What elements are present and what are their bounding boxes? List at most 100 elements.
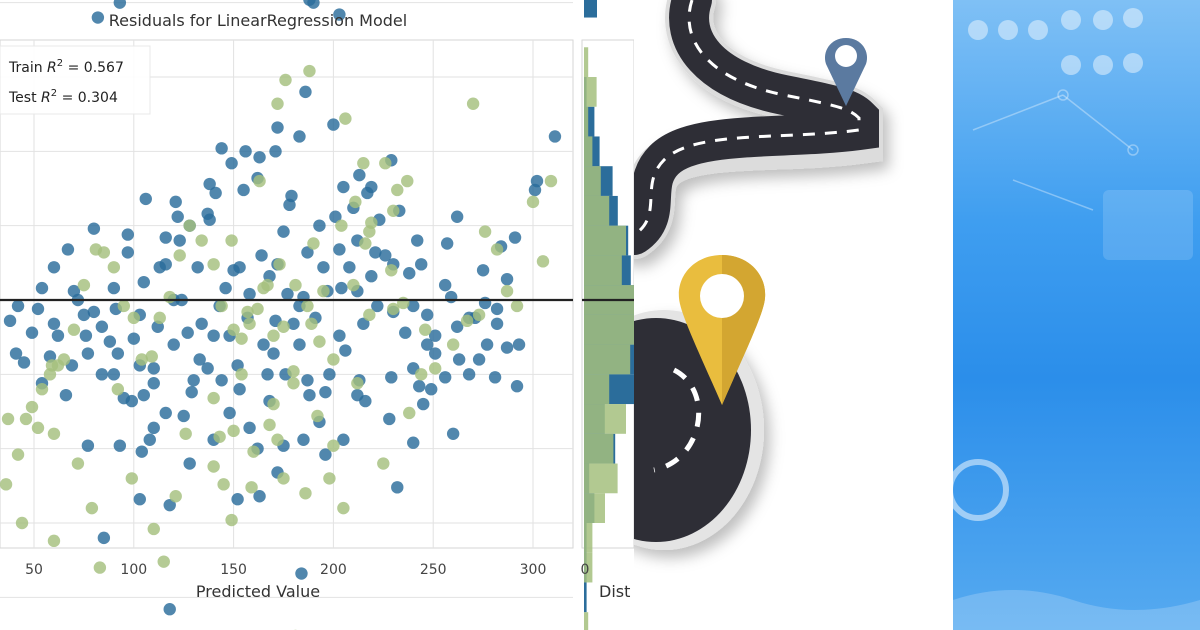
test-residual-point (235, 368, 248, 381)
train-residual-point (113, 439, 127, 452)
train-residual-point (209, 186, 222, 200)
test-histogram-bar (584, 552, 593, 583)
test-residual-point (544, 174, 558, 188)
train-residual-point (111, 347, 125, 360)
legend-box (0, 45, 151, 115)
train-residual-point (440, 237, 454, 250)
test-residual-point (183, 219, 196, 232)
blue-location-pin-icon (824, 38, 868, 106)
test-residual-point (277, 320, 290, 333)
train-residual-point (261, 368, 274, 381)
train-residual-point (399, 326, 412, 339)
train-residual-point (476, 264, 490, 277)
test-residual-point (317, 284, 330, 298)
main-plot-area: 50 100 150 200 250 300 (0, 0, 574, 630)
train-residual-point (327, 118, 340, 131)
train-residual-point (285, 189, 298, 203)
test-residual-point (0, 478, 13, 491)
train-residual-point (403, 267, 416, 280)
train-residual-point (219, 281, 232, 295)
test-residual-point (213, 430, 226, 443)
x-tick-label: 100 (120, 562, 147, 578)
train-residual-point (253, 151, 266, 164)
test-residual-point (305, 317, 318, 330)
network-lines (972, 89, 1139, 211)
test-residual-point (245, 481, 258, 494)
test-residual-point (335, 219, 348, 232)
test-residual-point (251, 302, 264, 316)
side-x-axis-label: Dist (599, 582, 630, 601)
test-residual-point (207, 391, 220, 405)
train-residual-point (169, 195, 182, 209)
test-residual-point (179, 427, 192, 440)
train-residual-point (173, 234, 186, 247)
test-residual-point (77, 278, 91, 292)
test-residual-point (327, 439, 340, 452)
train-residual-point (207, 329, 220, 342)
train-residual-point (163, 603, 176, 616)
train-residual-point (133, 493, 146, 506)
train-residual-point (428, 329, 442, 342)
test-residual-point (387, 302, 400, 316)
test-residual-point (47, 427, 61, 440)
test-residual-point (125, 472, 139, 485)
train-residual-point (385, 371, 398, 384)
test-residual-point (111, 383, 125, 396)
test-residual-point (11, 448, 25, 461)
train-residual-point (77, 308, 91, 322)
test-residual-point (500, 284, 514, 298)
test-residual-point (235, 332, 248, 345)
yellow-location-pin-icon (678, 255, 766, 405)
train-residual-point (137, 388, 150, 402)
train-histogram-bar (584, 0, 597, 18)
train-residual-point (333, 243, 346, 256)
train-residual-point (121, 228, 135, 241)
train-residual-point (287, 317, 300, 330)
test-residual-point (363, 225, 376, 238)
test-residual-point (446, 338, 460, 351)
train-histogram-bar (584, 582, 587, 613)
train-residual-point (371, 299, 384, 313)
test-residual-point (337, 501, 350, 515)
train-residual-point (203, 213, 216, 226)
test-residual-point (289, 278, 302, 292)
blue-tech-image (953, 0, 1200, 630)
train-residual-point (159, 258, 172, 271)
train-residual-point (61, 243, 75, 256)
test-residual-point (327, 353, 340, 366)
train-residual-point (181, 326, 194, 339)
train-residual-point (233, 261, 246, 274)
train-residual-point (171, 210, 184, 223)
train-residual-point (295, 567, 308, 580)
train-histogram-bar (584, 106, 595, 137)
train-residual-point (253, 490, 266, 503)
train-residual-point (500, 272, 514, 286)
train-residual-point (81, 439, 95, 452)
train-residual-point (365, 270, 378, 283)
train-residual-point (488, 371, 502, 384)
test-histogram-bar (584, 166, 601, 196)
test-residual-point (163, 290, 176, 304)
test-histogram-bar (584, 523, 593, 553)
train-residual-point (500, 341, 514, 354)
test-residual-point (526, 195, 540, 209)
train-residual-point (163, 498, 176, 512)
test-residual-point (349, 195, 362, 209)
test-histogram-bar (584, 255, 622, 286)
test-histogram-bar (584, 433, 614, 464)
test-residual-point (35, 383, 49, 396)
test-histogram-bar (584, 612, 589, 630)
test-residual-point (31, 421, 45, 435)
train-residual-point (444, 290, 458, 304)
roadmap-illustration (634, 0, 953, 630)
train-residual-point (127, 332, 140, 345)
train-residual-point (47, 261, 61, 274)
test-residual-point (401, 174, 414, 188)
road-lower-markings (653, 367, 702, 473)
test-residual-point (339, 112, 352, 125)
train-residual-point (147, 421, 160, 435)
train-residual-point (450, 320, 464, 333)
road-upper-markings (634, 0, 861, 237)
train-residual-point (107, 368, 121, 381)
train-residual-point (333, 329, 346, 342)
